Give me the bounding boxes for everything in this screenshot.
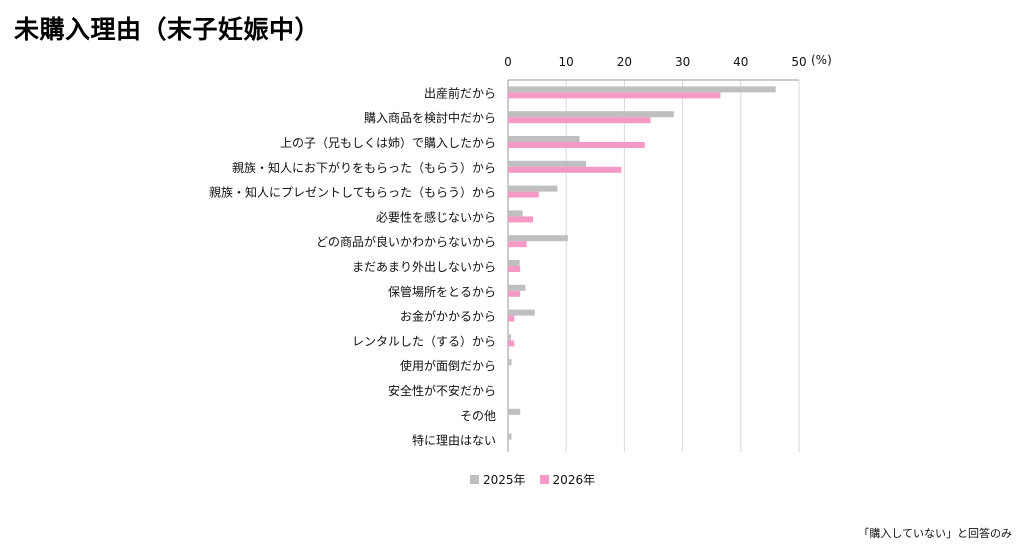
category-label: お金がかかるから	[400, 309, 496, 324]
bar-2026	[508, 142, 645, 148]
bar-2025	[508, 111, 674, 118]
bar-2025	[508, 160, 586, 167]
x-tick-label: 30	[675, 55, 690, 69]
category-label: 上の子（兄もしくは姉）で購入したから	[280, 135, 496, 150]
category-label: 必要性を感じないから	[376, 209, 496, 224]
x-tick-label: 0	[504, 55, 512, 69]
category-label: 保管場所をとるから	[388, 284, 496, 299]
x-tick-label: 10	[559, 55, 574, 69]
bar-2025	[508, 86, 776, 93]
legend-label-2025: 2025年	[483, 473, 526, 487]
bar-2026	[508, 340, 515, 347]
category-label: どの商品が良いかわからないから	[316, 234, 496, 249]
category-label: 親族・知人にプレゼントしてもらった（もらう）から	[209, 186, 496, 200]
footnote: 「購入していない」と回答のみ	[858, 527, 1012, 540]
legend: 2025年 2026年	[470, 471, 595, 488]
bar-2026	[508, 117, 651, 124]
category-label: 出産前だから	[424, 85, 496, 100]
category-label: 購入商品を検討中だから	[364, 110, 496, 125]
legend-label-2026: 2026年	[552, 473, 596, 487]
bar-2026	[508, 241, 527, 248]
bar-2025	[508, 433, 512, 440]
legend-swatch-2025	[470, 475, 479, 484]
bar-2026	[508, 216, 534, 223]
bar-2025	[508, 359, 512, 366]
unit-label: (%)	[811, 53, 832, 67]
x-tick-label: 20	[617, 55, 632, 69]
bar-chart: 0 10 20 30 40 50 (%) 出産前だから購入商品を検討中だから上の子（兄もしくは…	[209, 53, 832, 452]
bar-2025	[508, 210, 523, 217]
bar-2026	[508, 191, 539, 198]
bar-2025	[508, 334, 511, 341]
category-label: 使用が面倒だから	[400, 358, 496, 373]
legend-swatch-2026	[539, 475, 549, 484]
legend-item-2025: 2025年	[470, 471, 526, 488]
bar-2025	[508, 309, 535, 316]
bar-2026	[508, 290, 521, 297]
category-label: まだあまり外出しないから	[352, 260, 496, 274]
chart-title: 未購入理由（末子妊娠中）	[14, 15, 321, 44]
bar-2026	[508, 315, 515, 322]
bar-2025	[508, 235, 568, 242]
bar-2026	[508, 266, 521, 272]
category-label: レンタルした（する）から	[352, 334, 496, 348]
x-tick-label: 40	[733, 55, 748, 69]
x-tick-label: 50	[791, 55, 806, 69]
category-label: その他	[460, 409, 496, 423]
bar-2025	[508, 185, 558, 192]
bar-2025	[508, 408, 521, 415]
bar-2025	[508, 284, 526, 291]
category-label: 親族・知人にお下がりをもらった（もらう）から	[232, 160, 496, 175]
category-label: 安全性が不安だから	[388, 383, 496, 398]
bar-2026	[508, 92, 721, 99]
bar-2026	[508, 166, 622, 173]
legend-item-2026: 2026年	[539, 471, 596, 488]
bar-2025	[508, 136, 580, 142]
bar-2025	[508, 260, 520, 266]
category-label: 特に理由はない	[412, 433, 496, 448]
